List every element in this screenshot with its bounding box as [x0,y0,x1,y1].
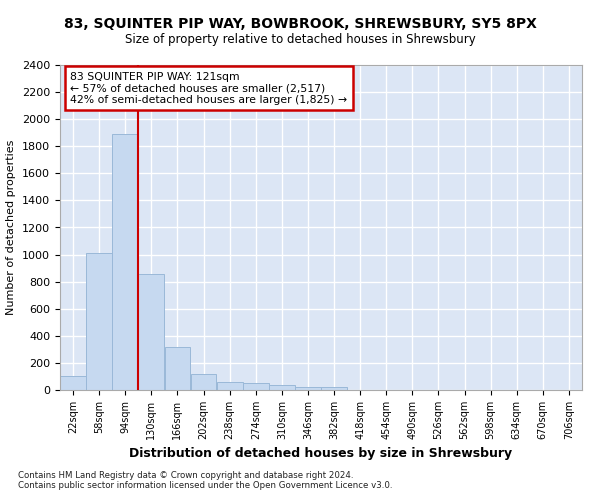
Text: Contains public sector information licensed under the Open Government Licence v3: Contains public sector information licen… [18,480,392,490]
Text: 83, SQUINTER PIP WAY, BOWBROOK, SHREWSBURY, SY5 8PX: 83, SQUINTER PIP WAY, BOWBROOK, SHREWSBU… [64,18,536,32]
Text: Size of property relative to detached houses in Shrewsbury: Size of property relative to detached ho… [125,32,475,46]
Bar [191,374,217,390]
Text: 83 SQUINTER PIP WAY: 121sqm
← 57% of detached houses are smaller (2,517)
42% of : 83 SQUINTER PIP WAY: 121sqm ← 57% of det… [70,72,347,104]
Bar [243,383,269,390]
Bar [164,348,190,390]
Bar [269,384,295,390]
Bar [139,274,164,390]
Text: Contains HM Land Registry data © Crown copyright and database right 2024.: Contains HM Land Registry data © Crown c… [18,470,353,480]
Bar [295,386,321,390]
Bar [112,134,138,390]
Bar [217,382,242,390]
Bar [321,388,347,390]
Bar [60,376,86,390]
X-axis label: Distribution of detached houses by size in Shrewsbury: Distribution of detached houses by size … [130,448,512,460]
Y-axis label: Number of detached properties: Number of detached properties [7,140,16,315]
Bar [86,253,112,390]
